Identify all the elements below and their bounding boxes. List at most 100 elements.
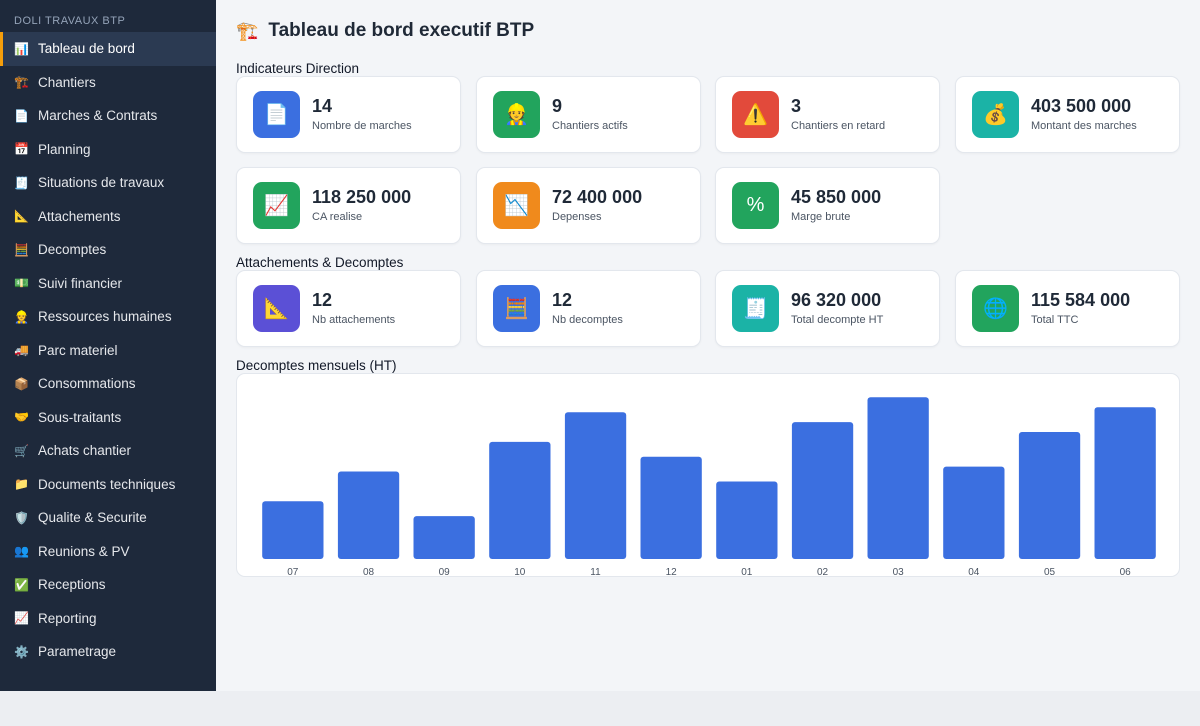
kpi-label: Nombre de marches [312, 120, 412, 132]
sidebar-item-label: Parc materiel [38, 342, 118, 358]
chart-tick-label: 10 [514, 567, 526, 578]
kpi-icon: 🧮 [493, 285, 540, 332]
sidebar-item-parc-materiel[interactable]: 🚚 Parc materiel [0, 334, 216, 368]
page-title-text: Tableau de bord executif BTP [268, 20, 535, 41]
sidebar-item-qualite-securite[interactable]: 🛡️ Qualite & Securite [0, 501, 216, 535]
kpi-label: CA realise [312, 211, 363, 223]
sidebar-item-consommations[interactable]: 📦 Consommations [0, 367, 216, 401]
sidebar-item-decomptes[interactable]: 🧮 Decomptes [0, 233, 216, 267]
kpi-icon: 📈 [253, 182, 300, 229]
sidebar-item-chantiers[interactable]: 🏗️ Chantiers [0, 66, 216, 100]
crane-icon: 🏗️ [236, 20, 259, 41]
section-attachements: Attachements & Decomptes [236, 255, 404, 270]
chart-tick-label: 03 [893, 567, 905, 578]
chart-tick-label: 01 [741, 567, 753, 578]
chart-bar [791, 422, 854, 559]
chart-tick-label: 05 [1044, 567, 1056, 578]
chart-tick-label: 02 [817, 567, 829, 578]
sidebar-icon: 💵 [14, 276, 29, 291]
chart-bar [489, 441, 551, 559]
kpi-card[interactable]: 🧮 12 Nb decomptes [476, 270, 701, 347]
kpi-card[interactable]: ⚠️ 3 Chantiers en retard [715, 76, 940, 153]
chart-bar [1094, 407, 1156, 559]
kpi-icon: 🧾 [732, 285, 779, 332]
sidebar-item-attachements[interactable]: 📐 Attachements [0, 200, 216, 234]
kpi-label: Depenses [552, 211, 602, 223]
section-chart: Decomptes mensuels (HT) [236, 358, 397, 373]
sidebar-icon: 🏗️ [14, 75, 29, 90]
sidebar-icon: 📐 [14, 209, 29, 224]
chart-tick-label: 04 [968, 567, 980, 578]
chart-tick-label: 11 [590, 567, 601, 578]
sidebar-item-label: Suivi financier [38, 275, 123, 291]
kpi-card[interactable]: 📉 72 400 000 Depenses [476, 167, 701, 244]
chart-bar [867, 397, 929, 559]
sidebar-item-suivi-financier[interactable]: 💵 Suivi financier [0, 267, 216, 301]
sidebar-icon: 📅 [14, 142, 29, 157]
sidebar-item-label: Tableau de bord [38, 41, 135, 57]
chart-bar [413, 516, 475, 559]
sidebar-icon: 📦 [14, 376, 29, 391]
sidebar-icon: 📈 [14, 611, 29, 626]
sidebar-item-ressources-humaines[interactable]: 👷 Ressources humaines [0, 300, 216, 334]
kpi-card[interactable]: 👷 9 Chantiers actifs [476, 76, 701, 153]
kpi-value: 9 [552, 96, 563, 116]
sidebar-icon: 🤝 [14, 410, 29, 425]
sidebar-icon: 👷 [14, 309, 29, 324]
chart-bar [1018, 432, 1081, 559]
sidebar-item-label: Qualite & Securite [38, 510, 147, 526]
kpi-value: 3 [791, 96, 802, 116]
kpi-card[interactable]: % 45 850 000 Marge brute [715, 167, 940, 244]
sidebar-item-label: Decomptes [38, 242, 107, 258]
kpi-card[interactable]: 📐 12 Nb attachements [236, 270, 461, 347]
sidebar-icon: 🧾 [14, 175, 29, 190]
chart-tick-label: 07 [287, 567, 299, 578]
bottom-strip [0, 691, 1200, 726]
sidebar-item-marches-contrats[interactable]: 📄 Marches & Contrats [0, 99, 216, 133]
sidebar-item-tableau-de-bord[interactable]: 📊 Tableau de bord [0, 32, 216, 66]
kpi-label: Chantiers actifs [552, 120, 628, 132]
chart-tick-label: 08 [363, 567, 375, 578]
chart-bar [564, 412, 627, 559]
sidebar-item-label: Receptions [38, 577, 106, 593]
sidebar-icon: 📁 [14, 477, 29, 492]
sidebar-item-label: Parametrage [38, 644, 117, 660]
sidebar-item-documents-techniques[interactable]: 📁 Documents techniques [0, 468, 216, 502]
kpi-value: 115 584 000 [1031, 290, 1131, 310]
decomptes-chart-svg: 07 08 09 10 11 12 01 02 03 04 05 06 [262, 397, 1156, 578]
kpi-label: Nb attachements [312, 314, 396, 326]
chart-bar [262, 501, 324, 559]
kpi-card[interactable]: 🧾 96 320 000 Total decompte HT [715, 270, 940, 347]
kpi-label: Montant des marches [1031, 120, 1137, 132]
kpi-card[interactable]: 💰 403 500 000 Montant des marches [955, 76, 1180, 153]
sidebar-icon: 🚚 [14, 343, 29, 358]
kpi-card[interactable]: 📄 14 Nombre de marches [236, 76, 461, 153]
sidebar-item-achats-chantier[interactable]: 🛒 Achats chantier [0, 434, 216, 468]
kpi-label: Nb decomptes [552, 314, 623, 326]
chart-bar [716, 481, 778, 559]
brand-name: DOLI TRAVAUX BTP [14, 15, 126, 27]
sidebar-item-label: Attachements [38, 208, 121, 224]
sidebar-item-reunions-pv[interactable]: 👥 Reunions & PV [0, 535, 216, 569]
kpi-label: Total TTC [1031, 314, 1079, 326]
sidebar-item-reporting[interactable]: 📈 Reporting [0, 602, 216, 636]
kpi-value: 118 250 000 [312, 187, 412, 207]
sidebar-item-situations-de-travaux[interactable]: 🧾 Situations de travaux [0, 166, 216, 200]
sidebar-item-planning[interactable]: 📅 Planning [0, 133, 216, 167]
sidebar-item-sous-traitants[interactable]: 🤝 Sous-traitants [0, 401, 216, 435]
kpi-card[interactable]: 🌐 115 584 000 Total TTC [955, 270, 1180, 347]
kpi-label: Chantiers en retard [791, 120, 886, 132]
sidebar-item-label: Situations de travaux [38, 175, 165, 191]
sidebar: DOLI TRAVAUX BTP 📊 Tableau de bord 🏗️ Chant… [0, 0, 216, 691]
sidebar-icon: 📊 [14, 41, 29, 56]
kpi-icon: 📐 [253, 285, 300, 332]
sidebar-item-label: Reunions & PV [38, 543, 130, 559]
sidebar-icon: ⚙️ [14, 644, 29, 659]
sidebar-item-parametrage[interactable]: ⚙️ Parametrage [0, 635, 216, 669]
sidebar-icon: 🛡️ [14, 510, 29, 525]
kpi-value: 12 [552, 290, 573, 310]
kpi-value: 12 [312, 290, 333, 310]
chart-tick-label: 12 [666, 567, 678, 578]
sidebar-item-receptions[interactable]: ✅ Receptions [0, 568, 216, 602]
kpi-card[interactable]: 📈 118 250 000 CA realise [236, 167, 461, 244]
